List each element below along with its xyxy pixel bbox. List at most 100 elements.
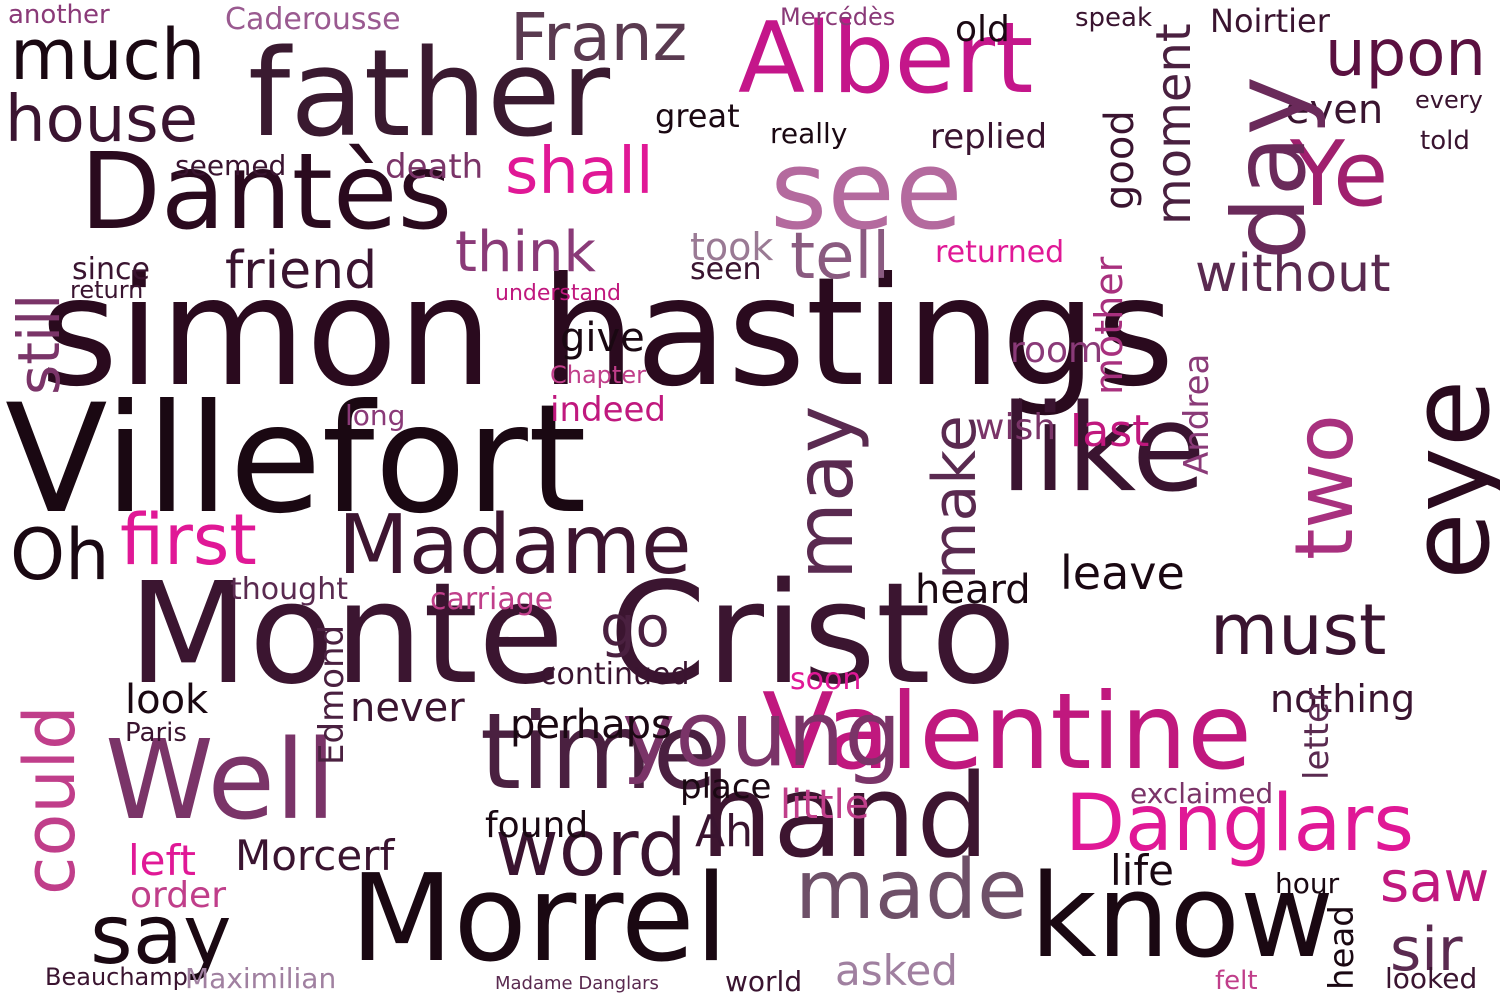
word-morrel: Morrel bbox=[350, 850, 729, 989]
word-dantes: Dantès bbox=[80, 131, 453, 253]
word-little: little bbox=[780, 782, 870, 828]
word-maximilian: Maximilian bbox=[185, 962, 337, 995]
word-old: old bbox=[955, 9, 1010, 50]
word-carriage: thought bbox=[230, 572, 348, 607]
word-thought: leave bbox=[1060, 546, 1185, 600]
word-another: another bbox=[8, 0, 110, 30]
word-wish: indeed bbox=[550, 390, 666, 430]
word-looked: looked bbox=[1385, 962, 1478, 995]
word-paris: Paris bbox=[125, 718, 187, 748]
word-ye: young bbox=[622, 682, 902, 787]
word-head: last bbox=[1070, 406, 1150, 457]
word-two: eye bbox=[1386, 379, 1500, 580]
word-morcerf: Morcerf bbox=[235, 831, 395, 880]
word-perhaps: continued bbox=[540, 657, 690, 692]
word-world: world bbox=[725, 965, 803, 998]
word-asked: asked bbox=[835, 946, 958, 995]
word-replied: replied bbox=[930, 117, 1048, 157]
word-mother: mother bbox=[1087, 256, 1131, 395]
word-took: took bbox=[690, 225, 774, 269]
word-like: like bbox=[1000, 380, 1206, 519]
word-could: could bbox=[9, 705, 91, 895]
word-speak: speak bbox=[1075, 3, 1153, 33]
word-villefort: Villefort bbox=[5, 373, 587, 547]
word-even: even bbox=[1285, 87, 1384, 133]
word-ah: Ah bbox=[695, 806, 753, 857]
word-think: think bbox=[455, 220, 596, 285]
word-returned: returned bbox=[935, 235, 1065, 270]
word-madame-danglars: Madame Danglars bbox=[495, 973, 659, 994]
word-say: time bbox=[480, 691, 718, 813]
word-simon-hastings: simon hastings bbox=[40, 246, 1175, 420]
word-order: order bbox=[130, 875, 226, 916]
word-really: really bbox=[770, 117, 848, 150]
word-indeed: long bbox=[345, 399, 406, 432]
word-noirtier: Noirtier bbox=[1210, 2, 1330, 40]
word-moment: moment bbox=[1146, 23, 1202, 225]
word-place: place bbox=[680, 767, 772, 807]
word-seen: seen bbox=[690, 252, 762, 287]
word-friend: friend bbox=[225, 241, 378, 301]
word-letter: head bbox=[1322, 905, 1362, 990]
word-life: life bbox=[1110, 846, 1174, 895]
word-since: since bbox=[72, 252, 150, 287]
word-found: found bbox=[485, 805, 589, 846]
word-caderousse: Caderousse bbox=[225, 2, 401, 37]
word-time: see bbox=[770, 126, 963, 254]
word-felt: felt bbox=[1215, 966, 1258, 996]
word-father: father bbox=[248, 25, 611, 164]
word-see: day bbox=[1211, 76, 1328, 260]
word-nothing: letter bbox=[1297, 688, 1337, 780]
word-look: perhaps bbox=[510, 702, 672, 748]
word-leave: heard bbox=[915, 567, 1031, 613]
word-make: make bbox=[920, 415, 990, 580]
word-house: house bbox=[5, 83, 198, 157]
word-word: word bbox=[495, 804, 687, 894]
word-never: look bbox=[125, 677, 209, 723]
word-hour: hour bbox=[1275, 867, 1340, 900]
word-seemed: seemed bbox=[175, 149, 287, 182]
word-oh: Oh bbox=[10, 514, 110, 596]
word-without: without bbox=[1195, 244, 1391, 304]
word-exclaimed: exclaimed bbox=[1130, 777, 1274, 810]
word-hand: hand bbox=[700, 750, 990, 884]
word-mercedes: Mercédès bbox=[780, 3, 896, 31]
word-sir: sir bbox=[1390, 915, 1463, 985]
word-great: great bbox=[655, 97, 740, 135]
word-day: two bbox=[1278, 414, 1371, 560]
word-monte-cristo: Monte Cristo bbox=[128, 553, 1017, 716]
word-soon: soon bbox=[790, 662, 862, 697]
word-saw: saw bbox=[1380, 850, 1490, 915]
word-may: may bbox=[778, 405, 871, 580]
word-franz: Franz bbox=[510, 0, 688, 76]
word-well: Well bbox=[105, 716, 337, 844]
word-first: first bbox=[120, 499, 257, 581]
word-eye: Ye bbox=[1290, 122, 1389, 227]
word-tell: tell bbox=[790, 220, 891, 294]
word-much: much bbox=[10, 14, 206, 96]
word-every: every bbox=[1415, 86, 1483, 114]
word-must: must bbox=[1210, 589, 1387, 671]
word-andrea: Andrea bbox=[1177, 353, 1217, 475]
word-death: death bbox=[385, 147, 484, 187]
word-left: left bbox=[128, 836, 197, 885]
word-shall: shall bbox=[505, 135, 654, 209]
word-long: room bbox=[1010, 330, 1104, 371]
word-told: told bbox=[1420, 126, 1470, 156]
word-last: wish bbox=[975, 407, 1057, 448]
word-know: know bbox=[1030, 850, 1334, 984]
word-understand: understand bbox=[495, 281, 621, 306]
word-good: good bbox=[1097, 110, 1143, 210]
word-chapter: Chapter bbox=[550, 361, 646, 389]
word-heard: nothing bbox=[1270, 677, 1416, 721]
word-still: still bbox=[5, 293, 73, 395]
word-young: made bbox=[795, 843, 1028, 938]
word-danglars: Danglars bbox=[1065, 779, 1414, 869]
word-edmond: Edmond bbox=[312, 624, 352, 765]
word-return: return bbox=[70, 276, 144, 304]
word-made: say bbox=[90, 888, 232, 983]
word-continued: carriage bbox=[430, 582, 554, 617]
word-go: go bbox=[600, 595, 670, 660]
word-valentine: Valentine bbox=[762, 671, 1252, 793]
